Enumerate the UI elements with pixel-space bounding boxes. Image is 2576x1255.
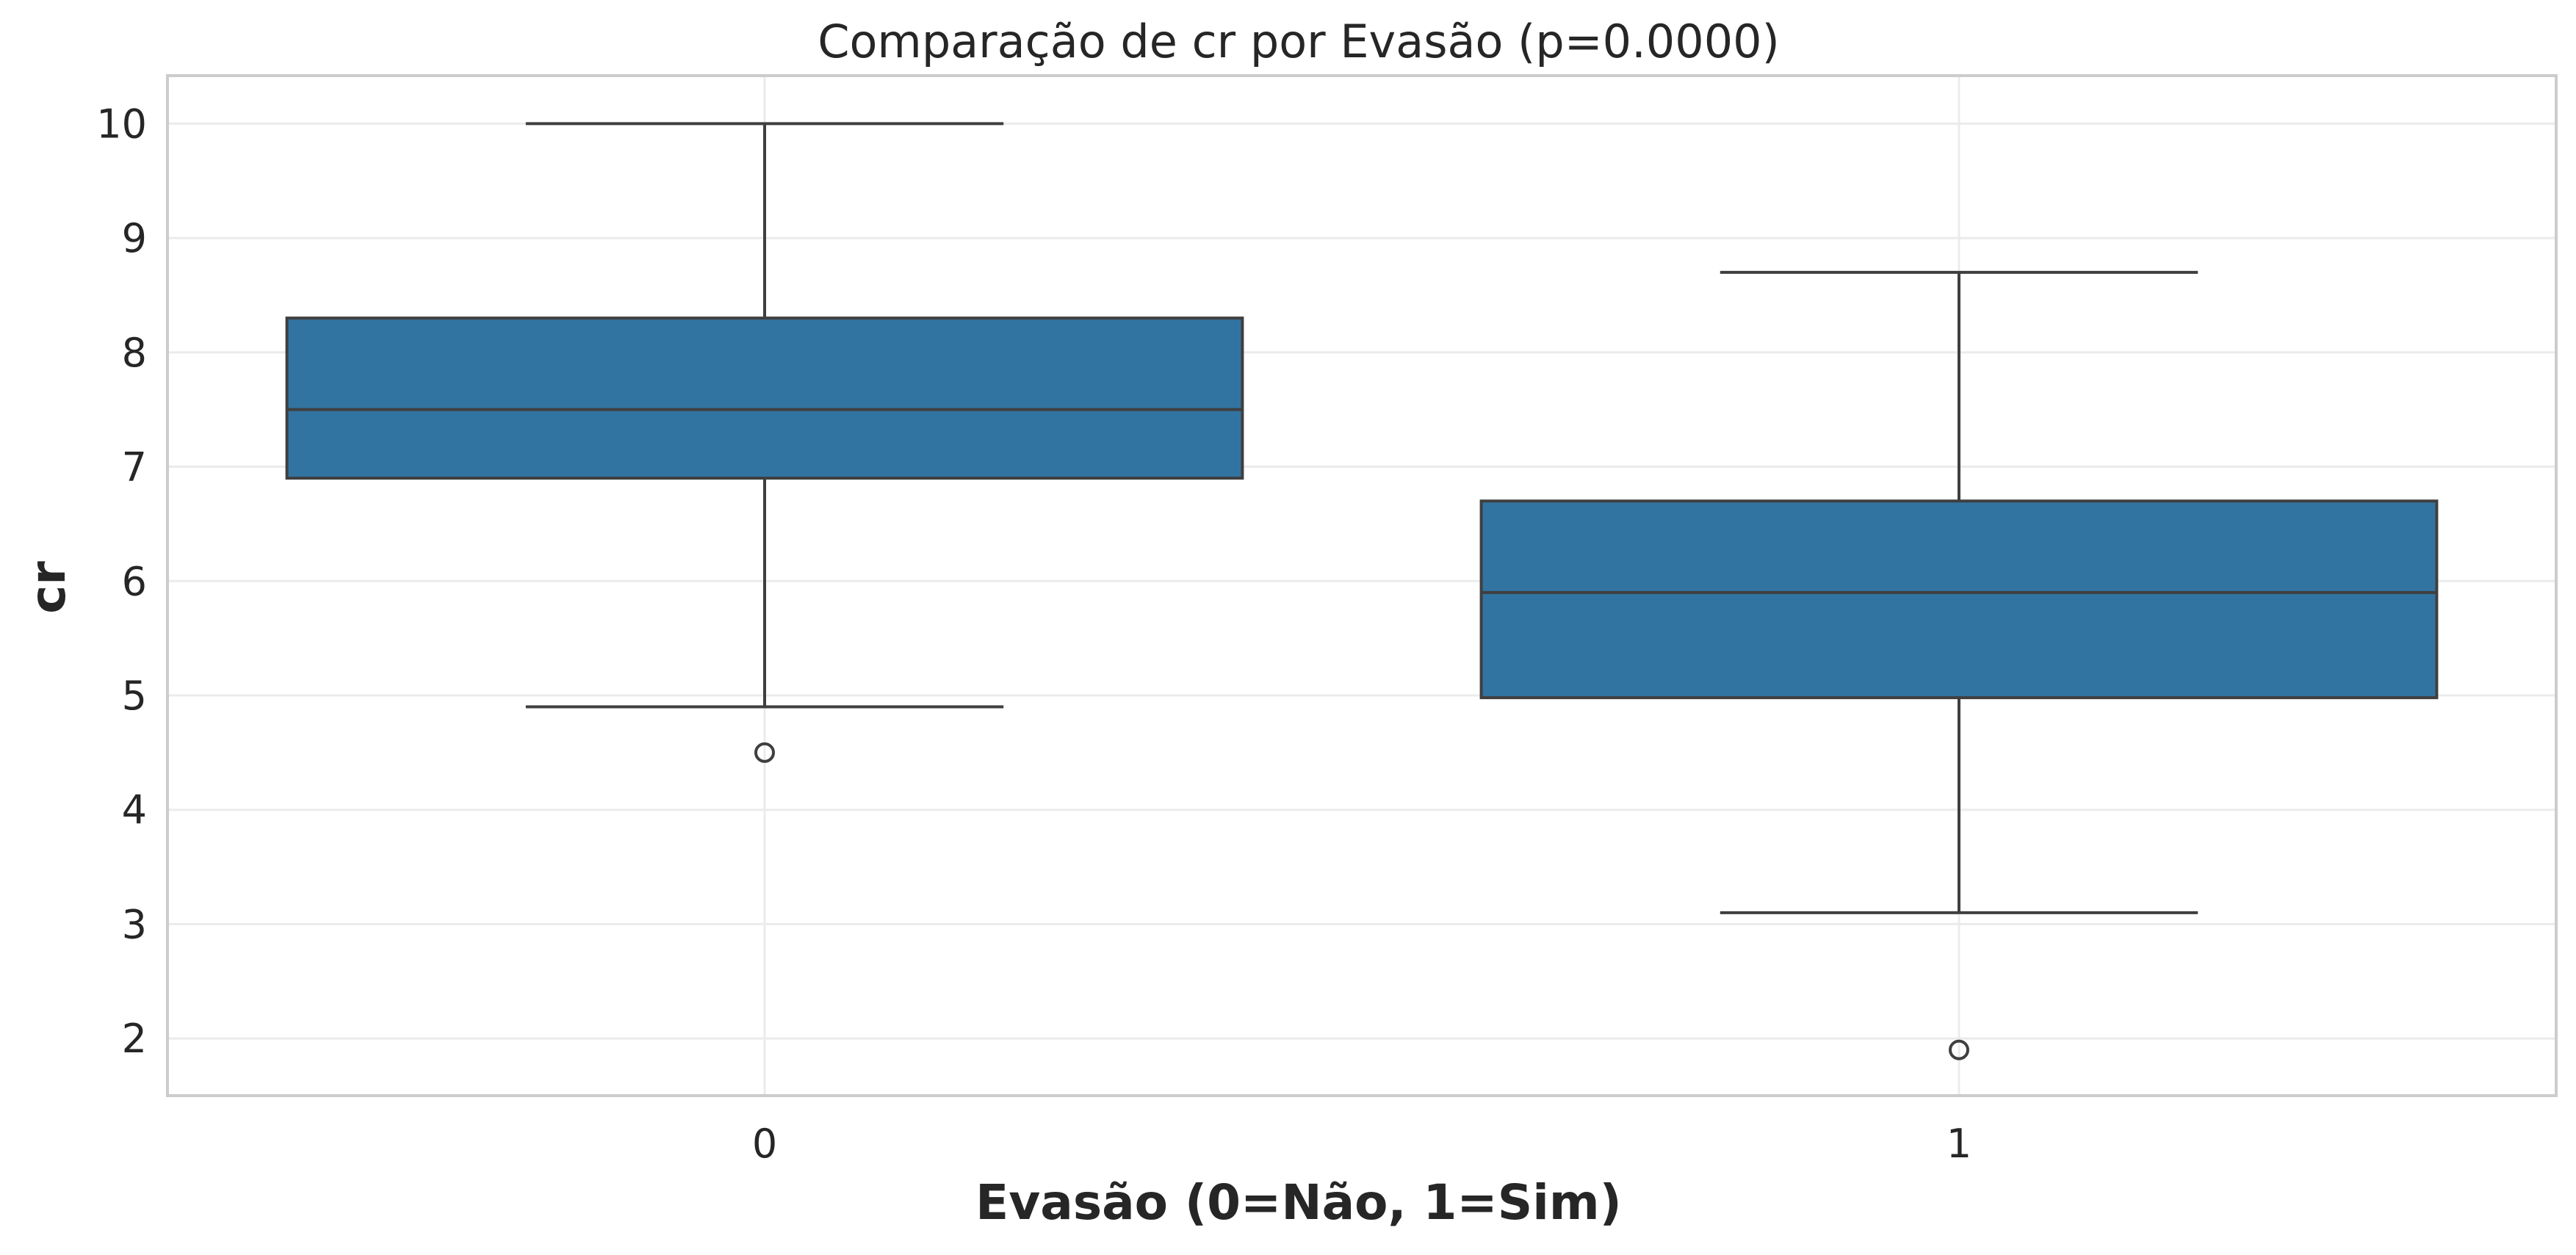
box-group-1 <box>1479 270 2439 1060</box>
plot-frame <box>166 74 2558 1097</box>
outlier-point <box>1949 1039 1969 1060</box>
box-iqr <box>285 317 1244 480</box>
y-tick-label: 4 <box>122 787 147 833</box>
y-tick-label: 3 <box>122 901 147 947</box>
box-group-0 <box>285 122 1244 763</box>
box-layer <box>285 122 2439 1060</box>
y-tick-label: 9 <box>122 215 147 261</box>
outlier-point <box>754 742 775 763</box>
tick-layer: 2 3 4 5 6 7 8 9 10 0 1 <box>96 101 1971 1167</box>
chart-title: Comparação de cr por Evasão (p=0.0000) <box>818 15 1780 68</box>
y-tick-label: 6 <box>122 558 147 604</box>
x-tick-label: 0 <box>752 1121 777 1167</box>
y-tick-label: 2 <box>122 1016 147 1062</box>
y-tick-label: 8 <box>122 330 147 376</box>
y-tick-label: 7 <box>122 444 147 491</box>
x-axis-label: Evasão (0=Não, 1=Sim) <box>975 1174 1622 1231</box>
box-iqr <box>1479 499 2439 700</box>
x-tick-label: 1 <box>1947 1121 1971 1167</box>
y-axis-label: cr <box>20 561 76 614</box>
y-tick-label: 5 <box>122 673 147 719</box>
y-tick-label: 10 <box>96 101 147 147</box>
